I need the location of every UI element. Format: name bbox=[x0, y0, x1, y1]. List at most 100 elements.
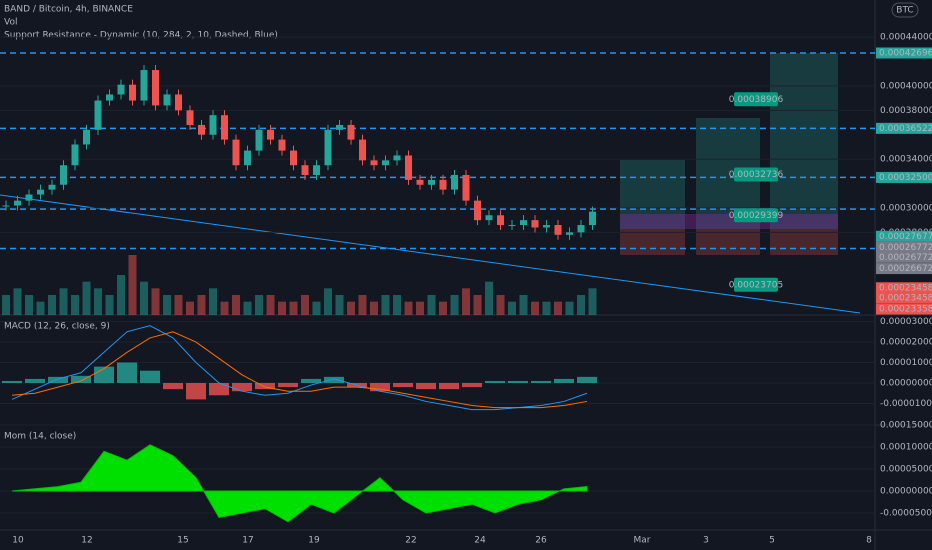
macd-histogram bbox=[48, 376, 68, 384]
candle bbox=[577, 225, 585, 233]
price-tag-label: 0.00032500 bbox=[879, 173, 932, 183]
price-tag-label: 0.00026672 bbox=[879, 264, 932, 274]
candle bbox=[347, 124, 355, 140]
volume-bar bbox=[59, 288, 68, 315]
y-tick-label: 0.00005000 bbox=[880, 465, 932, 475]
price-tag-label: 0.00027677 bbox=[879, 232, 932, 242]
candle bbox=[531, 220, 539, 228]
macd-histogram bbox=[71, 375, 91, 384]
price-tag-label: 0.00023458 bbox=[879, 283, 932, 293]
price-tag-label: 0.00042696 bbox=[879, 49, 932, 59]
candle bbox=[244, 150, 251, 166]
candle bbox=[566, 232, 573, 235]
price-tag bbox=[876, 251, 932, 263]
y-tick-label: 0.00030000 bbox=[880, 203, 932, 213]
candle bbox=[71, 144, 79, 166]
candle bbox=[451, 174, 458, 190]
position-label: 0.00023705 bbox=[729, 280, 783, 290]
macd-histogram bbox=[393, 383, 413, 388]
candle bbox=[175, 94, 182, 111]
x-tick-label: 26 bbox=[535, 536, 547, 546]
volume-bar bbox=[381, 295, 390, 315]
volume-bar bbox=[519, 295, 528, 315]
position-loss[interactable] bbox=[696, 229, 760, 255]
macd-histogram bbox=[25, 378, 45, 384]
candle bbox=[359, 139, 366, 161]
position-profit[interactable] bbox=[620, 160, 685, 229]
vol-label: Vol bbox=[4, 18, 17, 28]
candle bbox=[543, 225, 550, 228]
macd-histogram bbox=[117, 362, 137, 384]
volume-bar bbox=[128, 255, 137, 315]
volume-bar bbox=[473, 295, 482, 315]
volume-bar bbox=[531, 301, 539, 315]
volume-bar bbox=[82, 281, 91, 315]
y-tick-label: 0.00034000 bbox=[880, 155, 932, 165]
candle bbox=[290, 150, 297, 166]
volume-bar bbox=[105, 295, 114, 315]
trend-line[interactable] bbox=[0, 194, 861, 314]
macd-histogram bbox=[163, 383, 183, 390]
candle bbox=[94, 100, 102, 130]
volume-bar bbox=[255, 295, 263, 315]
x-tick-label: 8 bbox=[866, 536, 872, 546]
volume-bar bbox=[278, 301, 286, 315]
candle bbox=[83, 129, 90, 145]
volume-bar bbox=[588, 288, 597, 315]
candle bbox=[267, 129, 274, 140]
candle bbox=[393, 155, 401, 161]
price-tag bbox=[876, 241, 932, 253]
volume-bar bbox=[13, 288, 22, 315]
position-label-bg bbox=[734, 208, 778, 223]
price-tag bbox=[876, 47, 932, 59]
candle bbox=[520, 220, 527, 226]
volume-bar bbox=[347, 301, 355, 315]
entry-zone bbox=[620, 214, 838, 229]
macd-histogram bbox=[301, 378, 321, 384]
price-tag-label: 0.00026772 bbox=[879, 253, 932, 263]
price-tag-label: 0.00023358 bbox=[879, 305, 932, 315]
candle bbox=[497, 215, 504, 226]
y-tick-label: 0.00000000 bbox=[880, 487, 932, 497]
candle bbox=[589, 211, 596, 226]
position-loss[interactable] bbox=[620, 229, 685, 255]
macd-histogram bbox=[577, 376, 597, 384]
x-tick-label: 24 bbox=[474, 536, 486, 546]
position-loss[interactable] bbox=[770, 229, 838, 255]
candle bbox=[140, 70, 148, 101]
x-tick-label: 10 bbox=[12, 536, 24, 546]
momentum-area bbox=[11, 444, 588, 523]
currency-badge[interactable] bbox=[891, 2, 919, 18]
volume-bar bbox=[117, 275, 125, 315]
candle bbox=[462, 174, 470, 201]
candle bbox=[416, 179, 424, 185]
candle bbox=[370, 160, 378, 166]
volume-bar bbox=[416, 301, 424, 315]
x-tick-label: 19 bbox=[308, 536, 320, 546]
volume-bar bbox=[554, 301, 562, 315]
y-tick-label: -0.00005000 bbox=[880, 509, 932, 519]
position-label: 0.00032736 bbox=[729, 170, 784, 180]
signal-line bbox=[11, 331, 588, 409]
position-profit[interactable] bbox=[770, 53, 838, 229]
y-tick-label: 0.00001000 bbox=[880, 358, 932, 368]
x-tick-label: 17 bbox=[242, 536, 253, 546]
macd-histogram bbox=[232, 383, 252, 392]
candle bbox=[382, 160, 389, 166]
candle bbox=[474, 200, 481, 221]
position-label-bg bbox=[734, 167, 778, 182]
currency: BTC bbox=[896, 6, 913, 16]
volume-bar bbox=[542, 301, 551, 315]
volume-bar bbox=[186, 301, 194, 315]
price-tag bbox=[876, 303, 932, 315]
position-label-bg bbox=[734, 277, 778, 292]
volume-bar bbox=[174, 295, 183, 315]
candle bbox=[48, 184, 56, 190]
indicator-label: Support Resistance - Dynamic (10, 284, 2… bbox=[4, 31, 278, 41]
macd-histogram bbox=[439, 383, 459, 390]
volume-bar bbox=[266, 295, 275, 315]
macd-histogram bbox=[140, 370, 160, 384]
candle bbox=[255, 129, 263, 151]
macd-title: MACD (12, 26, close, 9) bbox=[4, 322, 110, 332]
